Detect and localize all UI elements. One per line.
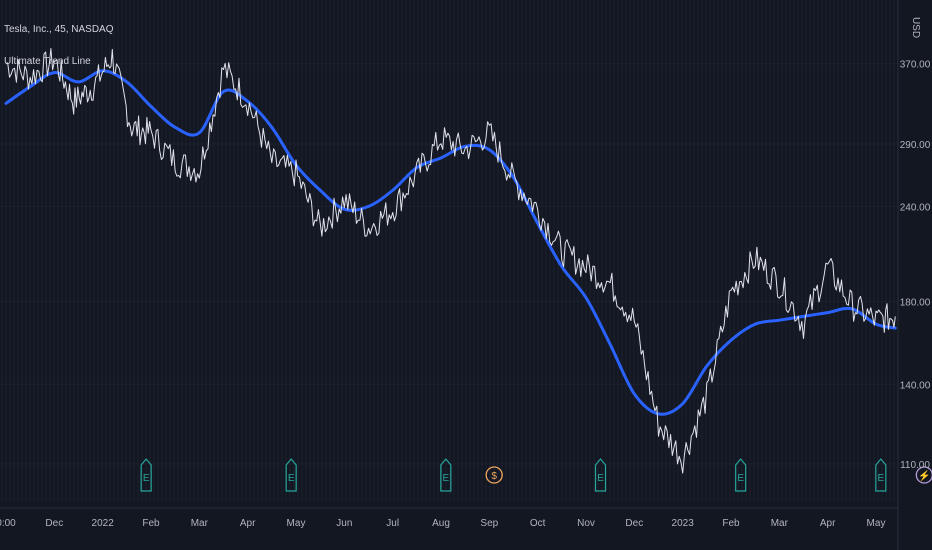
x-tick-label: Sep	[480, 518, 498, 529]
trend-line-layer	[4, 69, 897, 416]
y-tick-label: 370.00	[900, 60, 931, 71]
earnings-marker[interactable]: E	[594, 458, 607, 492]
x-axis[interactable]: 0:00 Dec 2022 Feb Mar Apr May Jun Jul Aug Sep Oct No…	[0, 507, 898, 529]
x-tick-label: Dec	[625, 518, 643, 529]
x-tick-label: Apr	[820, 518, 836, 529]
earnings-marker-label: E	[737, 473, 744, 484]
y-tick-label: 110.00	[900, 460, 930, 471]
currency-label: USD	[909, 16, 921, 39]
x-tick-label: Jun	[336, 518, 352, 529]
event-marker-circle	[915, 466, 932, 484]
event-marker-label: ⚡	[918, 469, 930, 482]
trend-series-line	[4, 69, 897, 416]
x-tick-label: Mar	[771, 518, 789, 529]
x-tick-label: Oct	[530, 518, 546, 529]
event-markers: E E E $ E E E ⚡	[140, 458, 932, 492]
earnings-marker-shape	[440, 458, 452, 492]
price-line-layer	[5, 48, 896, 474]
y-tick-label: 180.00	[900, 297, 931, 308]
event-marker-circle	[485, 466, 503, 484]
earnings-marker-shape	[594, 458, 607, 492]
earnings-marker-label: E	[143, 473, 150, 484]
split-marker[interactable]: ⚡	[915, 466, 932, 484]
indicator-title: Ultimate Trend Line	[4, 56, 91, 67]
earnings-marker-shape	[735, 458, 747, 492]
earnings-marker[interactable]: E	[140, 458, 152, 492]
price-series-line	[5, 48, 896, 474]
earnings-marker[interactable]: E	[285, 458, 297, 492]
earnings-marker-label: E	[288, 473, 295, 484]
x-tick-label: May	[287, 518, 306, 529]
earnings-marker-shape	[140, 458, 152, 492]
earnings-marker-label: E	[877, 473, 884, 484]
y-tick-label: 290.00	[900, 140, 931, 151]
event-marker-label: $	[491, 471, 497, 482]
x-tick-label: Feb	[142, 518, 160, 529]
earnings-marker-shape	[285, 458, 297, 492]
x-tick-label: 0:00	[0, 518, 16, 529]
x-tick-label: 2022	[92, 518, 115, 529]
x-tick-label: May	[867, 518, 886, 529]
symbol-title: Tesla, Inc., 45, NASDAQ	[4, 24, 114, 35]
earnings-marker-label: E	[442, 473, 449, 484]
y-axis[interactable]: 370.00 290.00 240.00 180.00 140.00 110.00	[897, 0, 931, 550]
x-tick-label: Apr	[240, 518, 256, 529]
dividend-marker[interactable]: $	[485, 466, 503, 484]
x-tick-label: Aug	[432, 518, 450, 529]
y-tick-label: 240.00	[900, 202, 931, 213]
x-tick-label: Jul	[386, 518, 399, 529]
earnings-marker[interactable]: E	[440, 458, 452, 492]
x-tick-label: 2023	[672, 518, 695, 529]
earnings-marker[interactable]: E	[875, 458, 887, 492]
earnings-marker[interactable]: E	[735, 458, 747, 492]
x-tick-label: Mar	[191, 518, 209, 529]
earnings-marker-shape	[875, 458, 887, 492]
y-tick-label: 140.00	[900, 380, 931, 391]
earnings-marker-label: E	[597, 473, 604, 484]
x-tick-label: Feb	[722, 518, 740, 529]
x-tick-label: Nov	[577, 518, 595, 529]
x-tick-label: Dec	[45, 518, 63, 529]
